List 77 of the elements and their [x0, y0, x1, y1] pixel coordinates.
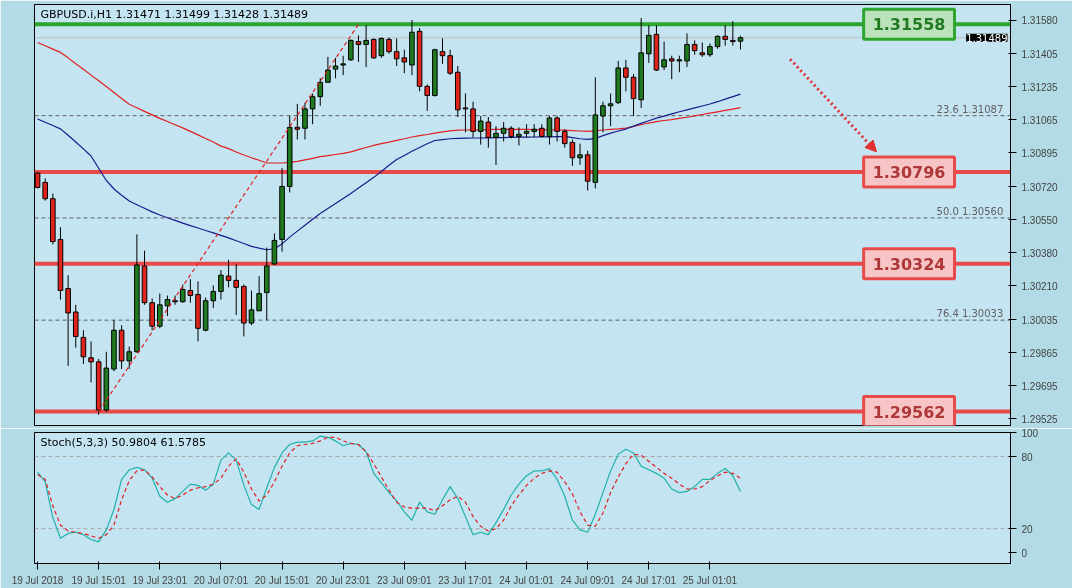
y-tick-label: 100 — [1021, 427, 1039, 439]
candlestick — [309, 93, 316, 125]
chart-title: GBPUSD.i,H1 1.31471 1.31499 1.31428 1.31489 — [40, 7, 308, 21]
candlestick — [684, 32, 690, 68]
x-tick-label: 25 Jul 01:01 — [682, 574, 738, 586]
ref-line-label: 1.30324 — [872, 254, 946, 274]
y-tick-label: 1.29695 — [1021, 380, 1059, 392]
x-tick-label: 24 Jul 01:01 — [499, 574, 555, 586]
candlestick — [172, 295, 178, 306]
candlestick — [317, 77, 324, 107]
y-tick-label: 1.31065 — [1021, 114, 1059, 126]
candlestick — [80, 329, 87, 365]
y-tick-label: 1.31405 — [1021, 48, 1059, 60]
ref-line-label: 50.0 1.30560 — [936, 205, 1004, 217]
candlestick — [447, 49, 453, 76]
y-tick-label: 1.30895 — [1021, 147, 1059, 159]
candlestick — [516, 126, 522, 147]
candlestick — [248, 289, 255, 326]
y-tick-label: 1.31235 — [1021, 81, 1059, 93]
candlestick — [88, 340, 94, 383]
y-tick-label: 1.31580 — [1021, 15, 1059, 27]
line-series — [36, 93, 742, 251]
ref-line-label: 76.4 1.30033 — [936, 308, 1004, 320]
candlestick — [218, 269, 224, 301]
chart-title: Stoch(5,3,3) 50.9804 61.5785 — [40, 435, 207, 449]
candlestick — [470, 101, 476, 138]
ref-line-label: 1.30796 — [872, 163, 946, 183]
x-tick-label: 19 Jul 23:01 — [132, 574, 188, 586]
x-tick-label: 24 Jul 17:01 — [621, 574, 677, 586]
y-tick-label: 1.29865 — [1021, 347, 1059, 359]
y-tick-label: 1.30380 — [1021, 247, 1059, 259]
candlestick — [607, 93, 614, 127]
candlestick — [210, 284, 217, 309]
x-tick-label: 19 Jul 2018 — [11, 574, 64, 586]
candlestick — [325, 56, 331, 83]
y-tick-label: 1.30720 — [1021, 181, 1059, 193]
candlestick — [661, 41, 667, 71]
candlestick — [157, 293, 163, 329]
x-tick-label: 19 Jul 15:01 — [71, 574, 127, 586]
y-tick-label: 80 — [1021, 451, 1034, 463]
ref-line-label: 23.6 1.31087 — [936, 103, 1004, 115]
ref-line-label: 1.29562 — [872, 402, 946, 422]
candlestick — [600, 101, 606, 133]
candlestick — [225, 259, 232, 288]
candlestick — [439, 37, 446, 65]
y-tick-label: 1.30035 — [1021, 314, 1059, 326]
candlestick — [42, 177, 48, 202]
candlestick — [730, 20, 736, 47]
x-tick-label: 20 Jul 07:01 — [193, 574, 249, 586]
candlestick — [256, 275, 262, 312]
candlestick — [623, 59, 629, 92]
y-tick-label: 0 — [1021, 547, 1028, 559]
candlestick — [302, 102, 308, 141]
y-tick-label: 1.30210 — [1021, 280, 1059, 292]
x-tick-label: 24 Jul 09:01 — [560, 574, 616, 586]
x-tick-label: 23 Jul 17:01 — [438, 574, 494, 586]
candlestick — [348, 38, 354, 62]
candlestick — [355, 34, 362, 63]
candlestick — [546, 115, 553, 146]
candlestick — [271, 232, 278, 266]
y-tick-label: 1.29525 — [1021, 413, 1059, 425]
candlestick — [340, 55, 346, 76]
candlestick — [554, 115, 560, 142]
x-tick-label: 20 Jul 23:01 — [315, 574, 371, 586]
candlestick — [493, 125, 499, 166]
candlestick — [424, 83, 431, 112]
x-tick-label: 20 Jul 15:01 — [254, 574, 310, 586]
candlestick — [577, 143, 583, 166]
x-tick-label: 23 Jul 09:01 — [377, 574, 432, 586]
candlestick — [149, 298, 155, 331]
candlestick — [363, 24, 369, 68]
ref-line-label: 1.31558 — [872, 15, 946, 35]
y-tick-label: 1.30550 — [1021, 214, 1059, 226]
y-tick-label: 20 — [1021, 523, 1034, 535]
annotation: 1.31489 — [966, 32, 1008, 44]
candlestick — [332, 57, 339, 79]
candlestick — [233, 263, 239, 316]
